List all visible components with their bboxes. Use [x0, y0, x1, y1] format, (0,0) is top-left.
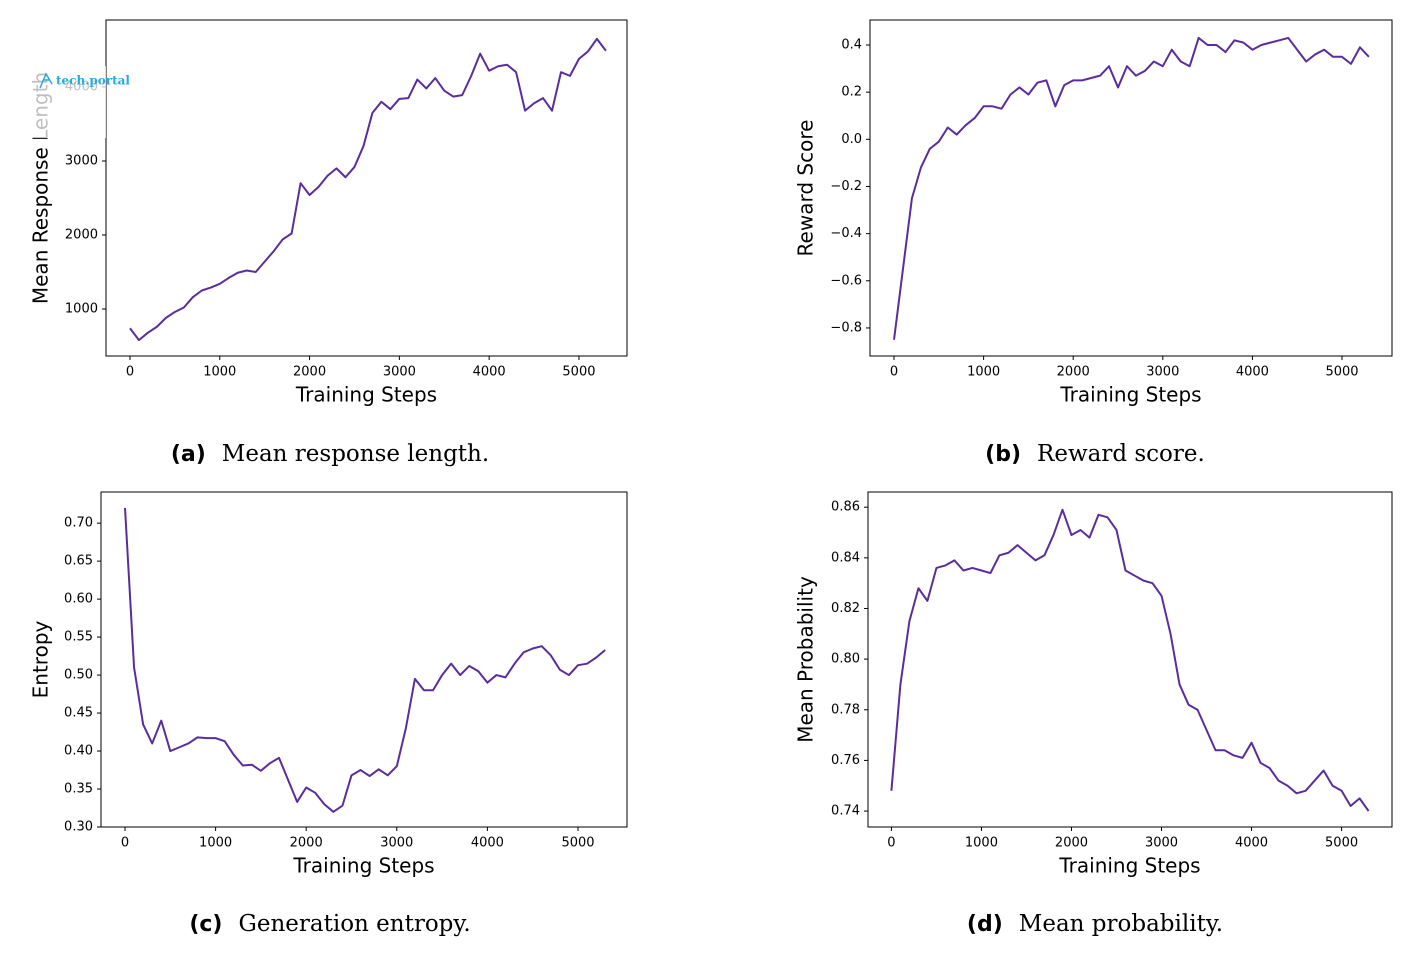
y-tick-label: 0.55 [64, 630, 93, 645]
y-tick-label: 0.40 [64, 744, 93, 759]
caption-text: Generation entropy. [238, 911, 470, 937]
caption: (d) Mean probability. [967, 911, 1223, 937]
caption-text: Mean probability. [1019, 911, 1223, 937]
caption-text: Reward score. [1037, 441, 1205, 467]
x-tick-label: 5000 [561, 836, 594, 851]
caption: (b) Reward score. [985, 441, 1205, 467]
caption-text: Mean response length. [222, 441, 489, 467]
x-tick-label: 0 [890, 365, 898, 380]
y-tick-label: 0.30 [64, 820, 93, 835]
x-tick-label: 2000 [293, 365, 326, 380]
y-tick-label: 0.2 [841, 85, 862, 100]
watermark-icon [39, 72, 53, 89]
y-tick-label: 0.86 [831, 500, 860, 515]
caption-label: (a) [171, 442, 206, 467]
x-tick-label: 1000 [967, 365, 1000, 380]
watermark-backdrop [30, 66, 106, 138]
y-tick-label: 1000 [65, 302, 98, 317]
x-tick-label: 5000 [562, 365, 595, 380]
x-tick-label: 0 [887, 836, 895, 851]
caption-label: (d) [967, 912, 1003, 937]
y-tick-label: 0.0 [841, 132, 862, 147]
y-tick-label: 0.45 [64, 706, 93, 721]
y-axis-title: Entropy [29, 620, 53, 698]
x-tick-label: 4000 [1236, 365, 1269, 380]
x-tick-label: 4000 [471, 836, 504, 851]
y-tick-label: 0.78 [831, 702, 860, 717]
x-tick-label: 4000 [1235, 836, 1268, 851]
plot-frame [100, 491, 628, 828]
caption: (a) Mean response length. [171, 441, 489, 467]
x-tick-label: 3000 [1146, 365, 1179, 380]
y-tick-label: 0.74 [831, 804, 860, 819]
data-line [893, 36, 1370, 340]
x-tick-label: 3000 [1145, 836, 1178, 851]
x-tick-label: 4000 [473, 365, 506, 380]
x-axis-title: Training Steps [1058, 854, 1200, 878]
x-axis-title: Training Steps [1059, 383, 1201, 407]
plot-frame [105, 19, 628, 357]
data-line [129, 37, 607, 342]
x-tick-label: 5000 [1325, 365, 1358, 380]
y-tick-label: 0.65 [64, 554, 93, 569]
plot-frame [867, 491, 1393, 828]
y-tick-label: 0.84 [831, 550, 860, 565]
x-axis-title: Training Steps [295, 383, 437, 407]
y-tick-label: 0.80 [831, 652, 860, 667]
y-tick-label: 2000 [65, 227, 98, 242]
y-tick-label: 0.4 [841, 37, 862, 52]
x-tick-label: 3000 [383, 365, 416, 380]
x-axis-title: Training Steps [292, 854, 434, 878]
y-tick-label: 0.70 [64, 516, 93, 531]
caption-label: (c) [189, 912, 222, 937]
y-tick-label: −0.6 [830, 273, 862, 288]
y-tick-label: −0.8 [830, 320, 862, 335]
caption-label: (b) [985, 442, 1021, 467]
y-tick-label: −0.4 [830, 226, 862, 241]
y-tick-label: 0.82 [831, 601, 860, 616]
y-tick-label: 0.50 [64, 668, 93, 683]
y-axis-title: Reward Score [794, 120, 818, 257]
x-tick-label: 1000 [203, 365, 236, 380]
x-tick-label: 1000 [965, 836, 998, 851]
y-tick-label: −0.2 [830, 179, 862, 194]
x-tick-label: 3000 [380, 836, 413, 851]
y-tick-label: 3000 [65, 153, 98, 168]
data-line [124, 507, 606, 813]
watermark: tech.portal [56, 74, 130, 88]
x-tick-label: 5000 [1325, 836, 1358, 851]
plot-frame [869, 19, 1393, 357]
x-tick-label: 2000 [1055, 836, 1088, 851]
y-tick-label: 0.60 [64, 592, 93, 607]
x-tick-label: 2000 [1057, 365, 1090, 380]
x-tick-label: 2000 [290, 836, 323, 851]
x-tick-label: 1000 [199, 836, 232, 851]
y-tick-label: 0.76 [831, 753, 860, 768]
caption: (c) Generation entropy. [189, 911, 470, 937]
x-tick-label: 0 [126, 365, 134, 380]
data-line [890, 508, 1370, 812]
y-axis-title: Mean Probability [794, 576, 818, 743]
y-tick-label: 0.35 [64, 782, 93, 797]
x-tick-label: 0 [121, 836, 129, 851]
